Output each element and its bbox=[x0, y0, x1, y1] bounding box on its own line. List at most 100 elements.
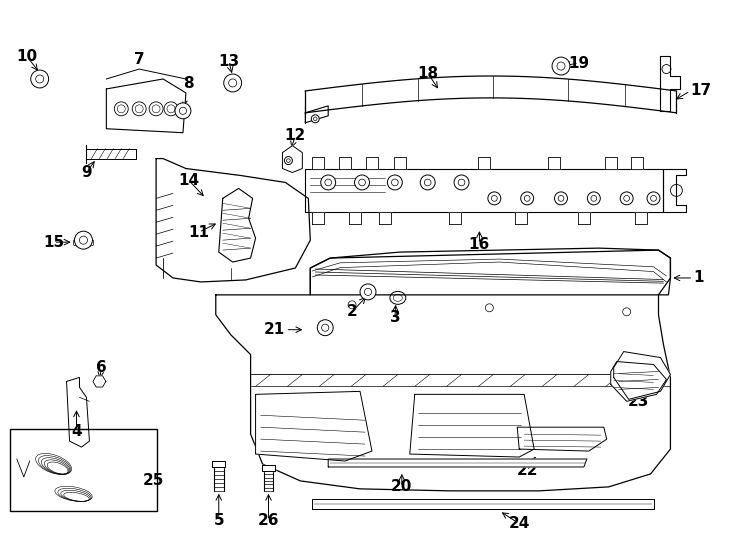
Polygon shape bbox=[156, 159, 310, 282]
Circle shape bbox=[285, 157, 292, 165]
Polygon shape bbox=[305, 168, 664, 212]
Circle shape bbox=[554, 192, 567, 205]
Polygon shape bbox=[219, 188, 255, 262]
Text: 7: 7 bbox=[134, 52, 145, 66]
Circle shape bbox=[492, 195, 497, 201]
Polygon shape bbox=[87, 148, 137, 159]
Circle shape bbox=[321, 324, 329, 331]
Polygon shape bbox=[410, 394, 534, 457]
Circle shape bbox=[364, 288, 371, 295]
Polygon shape bbox=[479, 157, 490, 168]
Circle shape bbox=[36, 75, 44, 83]
Polygon shape bbox=[394, 157, 406, 168]
Circle shape bbox=[311, 115, 319, 123]
Circle shape bbox=[587, 192, 600, 205]
Circle shape bbox=[224, 74, 241, 92]
Polygon shape bbox=[67, 377, 90, 447]
Text: 21: 21 bbox=[264, 322, 286, 337]
Text: 22: 22 bbox=[517, 463, 538, 478]
Circle shape bbox=[524, 195, 530, 201]
Circle shape bbox=[391, 179, 399, 186]
Circle shape bbox=[75, 231, 92, 249]
Circle shape bbox=[591, 195, 597, 201]
Text: 19: 19 bbox=[568, 56, 589, 71]
Text: 23: 23 bbox=[628, 394, 650, 409]
Text: 4: 4 bbox=[71, 424, 81, 438]
Polygon shape bbox=[611, 361, 666, 401]
Circle shape bbox=[557, 62, 565, 70]
Text: 10: 10 bbox=[16, 49, 37, 64]
Polygon shape bbox=[515, 212, 527, 224]
Text: 26: 26 bbox=[258, 513, 279, 528]
Circle shape bbox=[421, 175, 435, 190]
Polygon shape bbox=[548, 157, 560, 168]
Polygon shape bbox=[664, 168, 686, 212]
Polygon shape bbox=[631, 157, 642, 168]
Text: 20: 20 bbox=[391, 480, 413, 495]
Text: 9: 9 bbox=[81, 165, 92, 180]
Circle shape bbox=[650, 195, 656, 201]
Polygon shape bbox=[366, 157, 378, 168]
Text: 8: 8 bbox=[184, 76, 195, 91]
Polygon shape bbox=[635, 212, 647, 224]
Circle shape bbox=[317, 320, 333, 336]
Circle shape bbox=[286, 159, 290, 163]
Circle shape bbox=[360, 284, 376, 300]
Circle shape bbox=[624, 195, 630, 201]
Polygon shape bbox=[614, 352, 670, 400]
Polygon shape bbox=[255, 392, 372, 461]
Circle shape bbox=[424, 179, 431, 186]
Polygon shape bbox=[517, 427, 607, 451]
Polygon shape bbox=[312, 499, 653, 509]
Polygon shape bbox=[339, 157, 351, 168]
Text: 16: 16 bbox=[469, 237, 490, 252]
Text: 24: 24 bbox=[509, 516, 530, 531]
Circle shape bbox=[388, 175, 402, 190]
Circle shape bbox=[179, 107, 186, 114]
Polygon shape bbox=[283, 146, 302, 172]
Circle shape bbox=[520, 192, 534, 205]
Text: 5: 5 bbox=[214, 513, 224, 528]
Polygon shape bbox=[212, 461, 225, 467]
Polygon shape bbox=[305, 106, 328, 123]
Circle shape bbox=[552, 57, 570, 75]
Text: 6: 6 bbox=[96, 360, 106, 375]
Circle shape bbox=[620, 192, 633, 205]
Circle shape bbox=[313, 117, 317, 120]
Polygon shape bbox=[578, 212, 590, 224]
Text: 15: 15 bbox=[43, 235, 64, 249]
Text: 1: 1 bbox=[694, 271, 704, 286]
FancyBboxPatch shape bbox=[10, 429, 157, 511]
Polygon shape bbox=[216, 250, 670, 491]
Text: 11: 11 bbox=[189, 225, 209, 240]
Circle shape bbox=[79, 236, 87, 244]
Polygon shape bbox=[310, 248, 670, 295]
Text: 12: 12 bbox=[285, 128, 306, 143]
Circle shape bbox=[229, 79, 237, 87]
Polygon shape bbox=[312, 212, 324, 224]
Text: 25: 25 bbox=[143, 474, 164, 488]
Polygon shape bbox=[93, 376, 106, 387]
Circle shape bbox=[175, 103, 191, 119]
Circle shape bbox=[458, 179, 465, 186]
Text: 2: 2 bbox=[346, 304, 357, 319]
Text: 3: 3 bbox=[390, 310, 400, 325]
Text: 17: 17 bbox=[691, 83, 711, 98]
Circle shape bbox=[558, 195, 564, 201]
Text: 13: 13 bbox=[218, 53, 239, 69]
Text: 14: 14 bbox=[178, 173, 200, 188]
Circle shape bbox=[355, 175, 369, 190]
Circle shape bbox=[454, 175, 469, 190]
Polygon shape bbox=[328, 459, 587, 467]
Polygon shape bbox=[106, 79, 186, 133]
Circle shape bbox=[488, 192, 501, 205]
Circle shape bbox=[325, 179, 332, 186]
Circle shape bbox=[647, 192, 660, 205]
Polygon shape bbox=[262, 465, 275, 471]
Polygon shape bbox=[349, 212, 361, 224]
Text: 18: 18 bbox=[417, 65, 438, 80]
Polygon shape bbox=[661, 56, 680, 111]
Polygon shape bbox=[605, 157, 617, 168]
Circle shape bbox=[359, 179, 366, 186]
Polygon shape bbox=[312, 157, 324, 168]
